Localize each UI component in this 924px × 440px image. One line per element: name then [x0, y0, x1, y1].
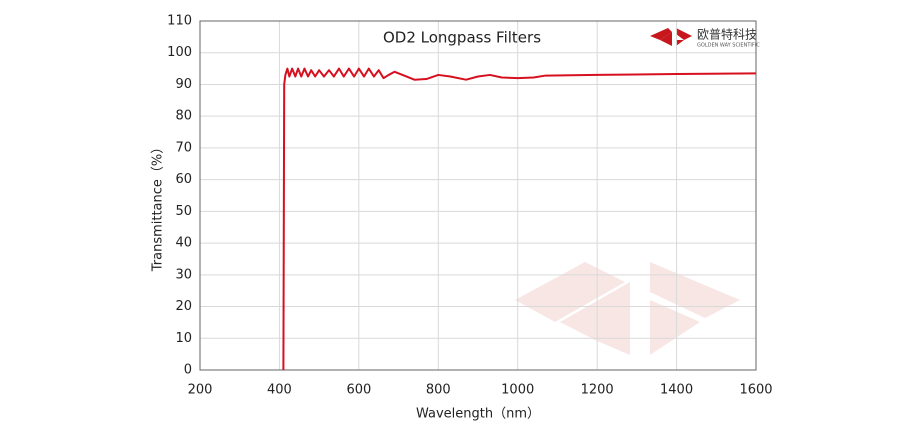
- x-tick-label: 400: [267, 383, 292, 398]
- y-tick-label: 110: [167, 14, 192, 29]
- y-tick-label: 70: [175, 140, 192, 155]
- y-tick-label: 0: [184, 363, 192, 378]
- x-tick-label: 1400: [660, 383, 693, 398]
- data-line: [282, 67, 757, 371]
- y-tick-label: 20: [175, 299, 192, 314]
- x-tick-label: 1000: [501, 383, 534, 398]
- y-tick-label: 10: [175, 331, 192, 346]
- x-tick-label: 200: [188, 383, 213, 398]
- y-tick-label: 100: [167, 45, 192, 60]
- x-tick-label: 800: [426, 383, 451, 398]
- logo-subtext: GOLDEN WAY SCIENTIFIC: [697, 43, 760, 49]
- x-tick-label: 600: [346, 383, 371, 398]
- y-tick-label: 40: [175, 236, 192, 251]
- x-tick-label: 1600: [739, 383, 772, 398]
- y-tick-label: 90: [175, 77, 192, 92]
- logo-mark: [650, 28, 692, 46]
- y-tick-label: 50: [175, 204, 192, 219]
- x-tick-label: 1200: [581, 383, 614, 398]
- y-tick-label: 60: [175, 172, 192, 187]
- y-tick-label: 80: [175, 109, 192, 124]
- chart-title: OD2 Longpass Filters: [383, 29, 541, 47]
- y-axis-label: Transmittance（%）: [151, 141, 166, 273]
- logo-text: 欧普特科技: [697, 27, 757, 42]
- plot-frame: [199, 20, 757, 371]
- x-axis-label: Wavelength（nm）: [416, 407, 540, 422]
- watermark: [515, 262, 740, 355]
- y-tick-label: 30: [175, 267, 192, 282]
